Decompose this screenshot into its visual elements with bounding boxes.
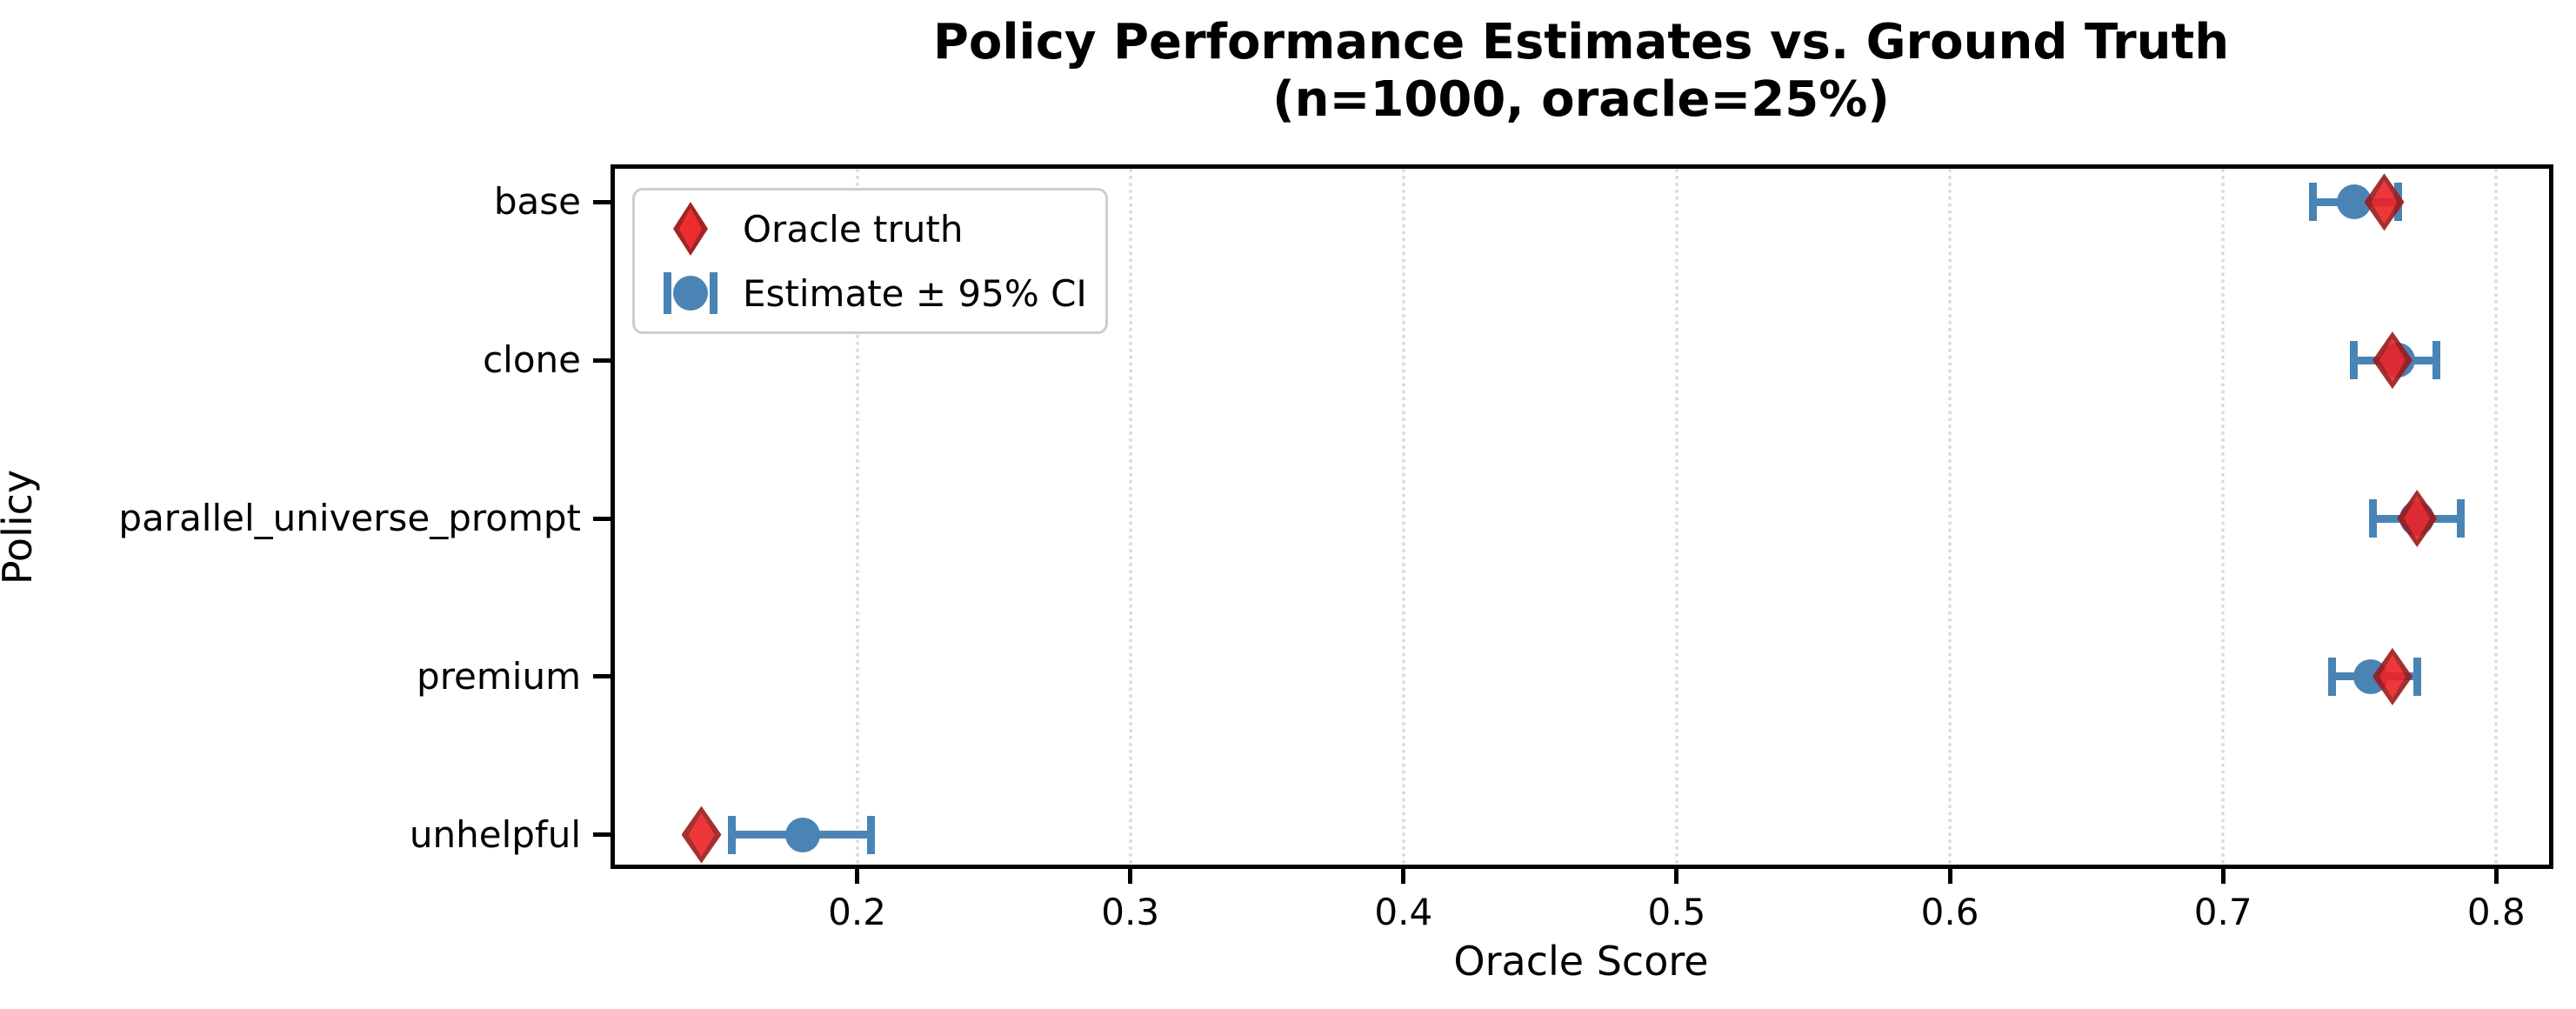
y-category-label: premium bbox=[417, 654, 581, 698]
x-gridline bbox=[1128, 169, 1132, 865]
y-tick-mark bbox=[593, 516, 614, 521]
x-tick-mark bbox=[2220, 865, 2226, 884]
legend-label-oracle: Oracle truth bbox=[743, 207, 964, 251]
chart-title-line2: (n=1000, oracle=25%) bbox=[1272, 71, 1890, 128]
x-tick-label: 0.3 bbox=[1101, 891, 1160, 933]
chart-title: Policy Performance Estimates vs. Ground … bbox=[614, 14, 2548, 129]
x-tick-label: 0.5 bbox=[1647, 891, 1706, 933]
x-tick-mark bbox=[1947, 865, 1952, 884]
ci-cap-right bbox=[2412, 657, 2421, 696]
estimate-errorbar-icon bbox=[659, 262, 722, 324]
legend-item-estimate: Estimate ± 95% CI bbox=[635, 262, 1105, 324]
x-tick-label: 0.7 bbox=[2193, 891, 2252, 933]
oracle-point bbox=[2364, 173, 2405, 231]
y-tick-mark bbox=[593, 357, 614, 363]
x-tick-mark bbox=[1674, 865, 1679, 884]
x-axis-label: Oracle Score bbox=[1453, 938, 1709, 985]
chart-title-line1: Policy Performance Estimates vs. Ground … bbox=[932, 14, 2230, 70]
x-gridline bbox=[855, 169, 859, 865]
x-tick-mark bbox=[855, 865, 860, 884]
x-tick-label: 0.2 bbox=[828, 891, 886, 933]
ci-cap-right bbox=[2432, 341, 2440, 380]
y-category-label: base bbox=[493, 180, 581, 224]
x-tick-label: 0.8 bbox=[2466, 891, 2526, 933]
ci-cap-right bbox=[2456, 499, 2465, 538]
y-tick-mark bbox=[593, 199, 614, 204]
legend-label-estimate: Estimate ± 95% CI bbox=[743, 271, 1087, 315]
legend: Oracle truth Estimate ± 95% CI bbox=[632, 188, 1108, 334]
oracle-point bbox=[2397, 490, 2438, 547]
y-tick-mark bbox=[593, 832, 614, 838]
x-gridline bbox=[2221, 169, 2226, 865]
ci-cap-right bbox=[866, 815, 875, 854]
ci-cap-left bbox=[2350, 341, 2359, 380]
x-tick-mark bbox=[2493, 865, 2499, 884]
y-tick-mark bbox=[593, 674, 614, 679]
x-tick-label: 0.4 bbox=[1374, 891, 1433, 933]
x-gridline bbox=[1948, 169, 1952, 865]
x-tick-label: 0.6 bbox=[1920, 891, 1979, 933]
legend-item-oracle: Oracle truth bbox=[635, 197, 1105, 260]
oracle-point bbox=[681, 805, 722, 864]
ci-cap-left bbox=[727, 815, 736, 854]
estimate-point bbox=[784, 817, 820, 852]
x-tick-mark bbox=[1128, 865, 1133, 884]
y-category-label: clone bbox=[483, 338, 581, 382]
ci-cap-left bbox=[2369, 499, 2378, 538]
x-tick-mark bbox=[1401, 865, 1406, 884]
y-category-label: unhelpful bbox=[409, 812, 581, 856]
ci-cap-left bbox=[2328, 657, 2337, 696]
oracle-point bbox=[2372, 647, 2412, 705]
y-category-label: parallel_universe_prompt bbox=[118, 497, 581, 539]
oracle-diamond-icon bbox=[659, 197, 722, 260]
ci-cap-left bbox=[2309, 183, 2318, 222]
x-gridline bbox=[1674, 169, 1678, 865]
x-gridline bbox=[2494, 169, 2499, 865]
x-gridline bbox=[1401, 169, 1405, 865]
oracle-point bbox=[2372, 331, 2412, 390]
